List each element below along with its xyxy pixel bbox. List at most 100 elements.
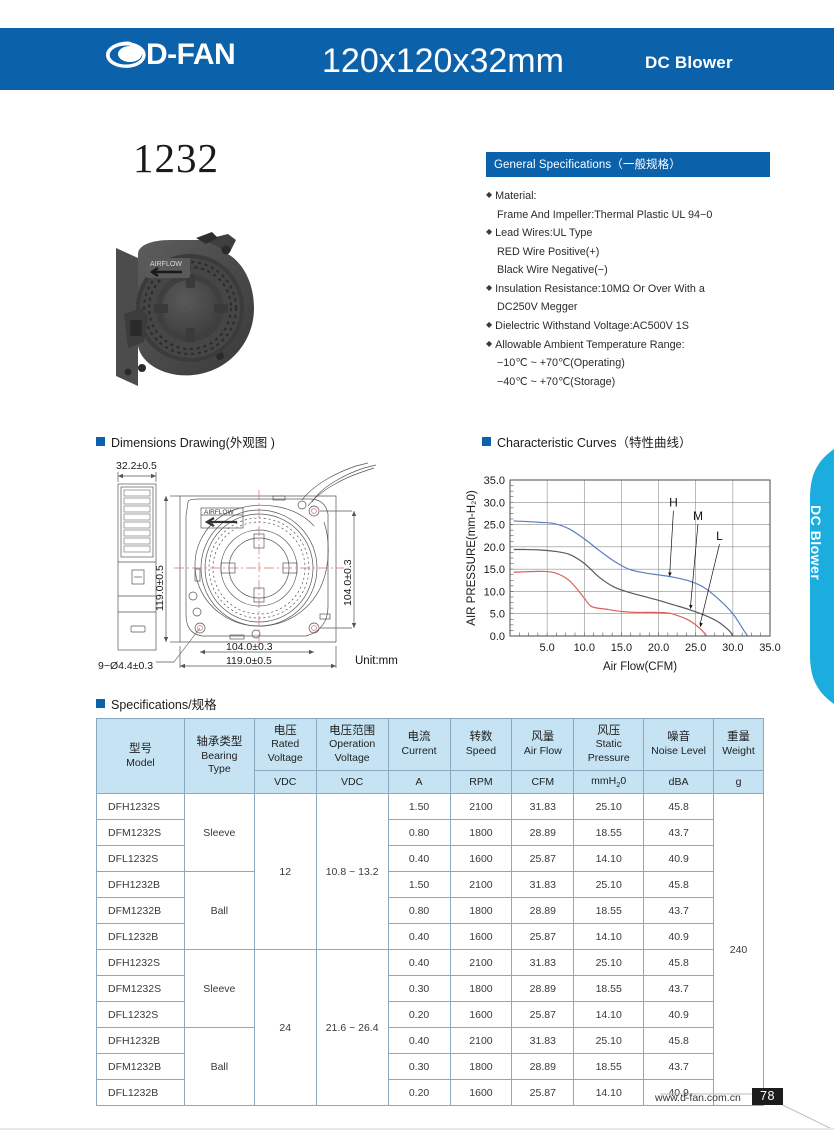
- cell-speed: 2100: [449, 793, 513, 820]
- cell-noise-level: 45.8: [643, 1027, 714, 1054]
- diamond-bullet-icon: ◆: [486, 227, 493, 237]
- blue-square-icon: [96, 437, 105, 446]
- cell-current: 0.40: [387, 845, 451, 872]
- cell-model: DFL1232B: [96, 923, 185, 950]
- page-title: 1232: [133, 135, 219, 181]
- cell-bearing: Sleeve: [183, 793, 255, 872]
- y-axis-tick: 0.0: [490, 631, 505, 643]
- x-axis-tick: 25.0: [685, 642, 706, 654]
- x-axis-tick: 5.0: [539, 642, 554, 654]
- table-col-header: 轴承类型 Bearing Type: [183, 718, 255, 794]
- cell-model: DFM1232S: [96, 975, 185, 1002]
- cell-static-pressure: 25.10: [573, 871, 645, 898]
- spec-item: ◆ Lead Wires:UL Type: [486, 224, 770, 243]
- spec-item: DC250V Megger: [486, 298, 770, 317]
- curve-l: [513, 570, 708, 636]
- unit-note: Unit:mm: [355, 655, 398, 667]
- brand-logo: D-FAN: [104, 38, 236, 72]
- cell-model: DFM1232B: [96, 897, 185, 924]
- cell-static-pressure: 18.55: [573, 897, 645, 924]
- footer-website-url[interactable]: www.d-fan.com.cn: [655, 1092, 741, 1104]
- cell-speed: 1600: [449, 1001, 513, 1028]
- dim-thickness-label: 32.2±0.5: [116, 460, 157, 472]
- cell-noise-level: 45.8: [643, 949, 714, 976]
- table-col-header: 噪音 Noise Level: [643, 718, 714, 771]
- diamond-bullet-icon: ◆: [486, 190, 493, 199]
- col-header-en: Operation: [329, 738, 376, 751]
- x-axis-tick: 15.0: [611, 642, 632, 654]
- cell-airflow: 25.87: [511, 1001, 575, 1028]
- cell-noise-level: 40.9: [643, 923, 714, 950]
- table-row: DFL1232S 0.20 1600 25.87 14.10 40.9: [96, 1001, 764, 1028]
- col-header-en: Static: [595, 738, 622, 751]
- table-row: DFL1232B 0.20 1600 25.87 14.10 40.9: [96, 1079, 764, 1106]
- table-row: DFL1232B 0.40 1600 25.87 14.10 40.9: [96, 923, 764, 950]
- spec-item-text: DC250V Megger: [497, 301, 578, 314]
- col-header-en: Voltage: [334, 751, 370, 764]
- cell-speed: 2100: [449, 1027, 513, 1054]
- table-col-unit: dBA: [643, 770, 714, 794]
- cell-noise-level: 45.8: [643, 793, 714, 820]
- cell-current: 0.80: [387, 819, 451, 846]
- blue-square-icon: [96, 699, 105, 708]
- spec-item: −10℃ ~ +70℃(Operating): [486, 354, 770, 373]
- spec-item-text: Black Wire Negative(−): [497, 264, 608, 277]
- cell-static-pressure: 18.55: [573, 819, 645, 846]
- spec-item-text: Frame And Impeller:Thermal Plastic UL 94…: [497, 208, 713, 221]
- col-header-cn: 型号: [128, 742, 152, 755]
- spec-item: ◆ Dielectric Withstand Voltage:AC500V 1S: [486, 317, 770, 336]
- side-tab-label: DC Blower: [808, 505, 824, 581]
- table-col-header: 型号 Model: [96, 718, 185, 794]
- spec-item: Frame And Impeller:Thermal Plastic UL 94…: [486, 206, 770, 225]
- specifications-section-title: Specifications/规格: [111, 698, 217, 712]
- spec-item-text: Lead Wires:UL Type: [495, 227, 593, 240]
- cell-static-pressure: 18.55: [573, 1053, 645, 1080]
- cell-model: DFL1232B: [96, 1079, 185, 1106]
- cell-model: DFH1232S: [96, 793, 185, 820]
- cell-current: 0.30: [387, 1053, 451, 1080]
- cell-model: DFM1232B: [96, 1053, 185, 1080]
- blue-square-icon: [482, 437, 491, 446]
- cell-noise-level: 43.7: [643, 897, 714, 924]
- page-bottom-edge: [0, 1128, 834, 1130]
- col-header-en: Model: [126, 756, 155, 769]
- cell-airflow: 25.87: [511, 923, 575, 950]
- curve-label-l: L: [716, 529, 723, 543]
- x-axis-tick: 20.0: [648, 642, 669, 654]
- table-row: DFM1232S 0.80 1800 28.89 18.55 43.7: [96, 819, 764, 846]
- curve-m: [513, 548, 734, 636]
- cell-noise-level: 43.7: [643, 819, 714, 846]
- dim-height-holes-label: 104.0±0.3: [342, 559, 354, 606]
- cell-current: 0.20: [387, 1079, 451, 1106]
- swoosh-ellipse-logo-icon: [106, 41, 146, 68]
- col-header-cn: 噪音: [667, 731, 691, 744]
- spec-item: ◆ Allowable Ambient Temperature Range:: [486, 336, 770, 355]
- side-tab-dc-blower[interactable]: [794, 449, 834, 704]
- cell-current: 1.50: [387, 871, 451, 898]
- cell-noise-level: 40.9: [643, 1079, 714, 1106]
- cell-airflow: 28.89: [511, 1053, 575, 1080]
- spec-item-text: Dielectric Withstand Voltage:AC500V 1S: [495, 319, 689, 332]
- col-header-cn: 风量: [531, 731, 555, 744]
- col-header-cn: 重量: [727, 731, 750, 744]
- characteristic-curves-chart: 5.0 10.0 15.0 20.0 25.0 30.0 35.0 0.0 5.0 10.0 15.…: [466, 475, 781, 673]
- header-product-size: 120x120x32mm: [322, 42, 564, 80]
- page-number-badge: 78: [752, 1088, 783, 1105]
- col-header-cn: 电流: [407, 731, 431, 744]
- dim-width-holes-label: 104.0±0.3: [226, 641, 273, 653]
- cell-current: 0.20: [387, 1001, 451, 1028]
- cell-speed: 1800: [449, 897, 513, 924]
- cell-static-pressure: 25.10: [573, 949, 645, 976]
- dimensions-drawing: 32.2±0.5 119.0±0.5 104.0±0.3 104.0±0.3 1…: [98, 460, 377, 672]
- cell-airflow: 31.83: [511, 949, 575, 976]
- col-header-en: Weight: [722, 745, 755, 758]
- x-axis-label: Air Flow(CFM): [603, 661, 677, 673]
- x-axis-tick: 10.0: [574, 642, 595, 654]
- cell-operation-voltage: 21.6 ~ 26.4: [315, 949, 389, 1106]
- cell-speed: 1800: [449, 819, 513, 846]
- cell-airflow: 31.83: [511, 1027, 575, 1054]
- spec-item-text: Insulation Resistance:10MΩ Or Over With …: [495, 282, 705, 295]
- cell-airflow: 25.87: [511, 845, 575, 872]
- table-row: DFH1232S Sleeve 12 10.8 ~ 13.2 1.50 2100 31.83…: [96, 793, 764, 1106]
- table-col-unit: A: [387, 770, 451, 794]
